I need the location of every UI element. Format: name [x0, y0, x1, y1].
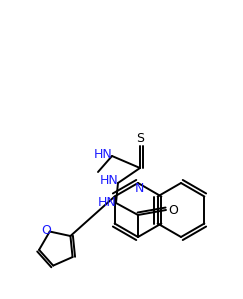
Text: O: O: [168, 204, 178, 216]
Text: S: S: [136, 132, 144, 146]
Text: HN: HN: [94, 149, 112, 161]
Text: HN: HN: [98, 196, 116, 208]
Text: N: N: [134, 181, 144, 195]
Text: O: O: [41, 224, 51, 237]
Text: HN: HN: [100, 175, 118, 187]
